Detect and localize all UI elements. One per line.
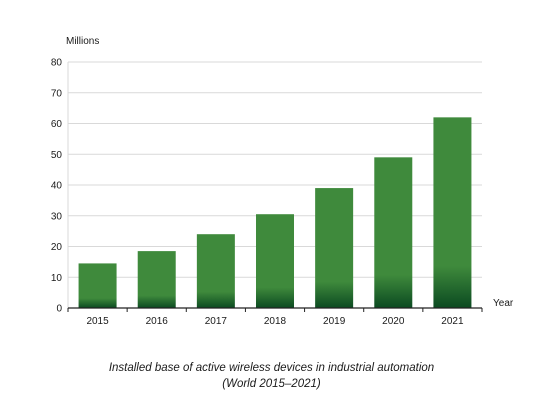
x-tick-label: 2020 <box>382 316 405 327</box>
y-tick-label: 0 <box>56 304 62 315</box>
bars <box>78 117 472 308</box>
x-tick-label: 2021 <box>441 316 464 327</box>
x-tick-label: 2015 <box>86 316 109 327</box>
bar-2016 <box>137 251 176 308</box>
x-tick-label: 2018 <box>264 316 287 327</box>
x-tick-label: 2016 <box>146 316 169 327</box>
chart-subtitle: (World 2015–2021) <box>222 378 321 390</box>
x-tick-label: 2019 <box>323 316 346 327</box>
tick-labels: 0 10 20 30 40 50 60 70 80 2015 2016 2017 2018 2019 202… <box>51 58 464 328</box>
y-tick-label: 30 <box>51 211 63 222</box>
bar-2020 <box>374 157 413 308</box>
bar-2019 <box>315 188 354 308</box>
y-axis-title: Millions <box>66 36 99 47</box>
y-tick-label: 60 <box>51 119 63 130</box>
y-tick-label: 70 <box>51 88 63 99</box>
bar-2021 <box>433 117 472 308</box>
bar-2015 <box>78 263 117 308</box>
chart-caption: Installed base of active wireless device… <box>0 360 543 392</box>
bar-2017 <box>196 234 235 308</box>
y-tick-label: 50 <box>51 150 63 161</box>
y-tick-label: 40 <box>51 181 63 192</box>
x-axis-title: Year <box>493 298 514 309</box>
y-tick-label: 10 <box>51 273 63 284</box>
y-tick-label: 80 <box>51 58 63 69</box>
axes <box>67 62 483 312</box>
chart-title: Installed base of active wireless device… <box>108 362 435 374</box>
bar-2018 <box>256 214 294 308</box>
x-tick-label: 2017 <box>205 316 228 327</box>
y-tick-label: 20 <box>51 242 63 253</box>
